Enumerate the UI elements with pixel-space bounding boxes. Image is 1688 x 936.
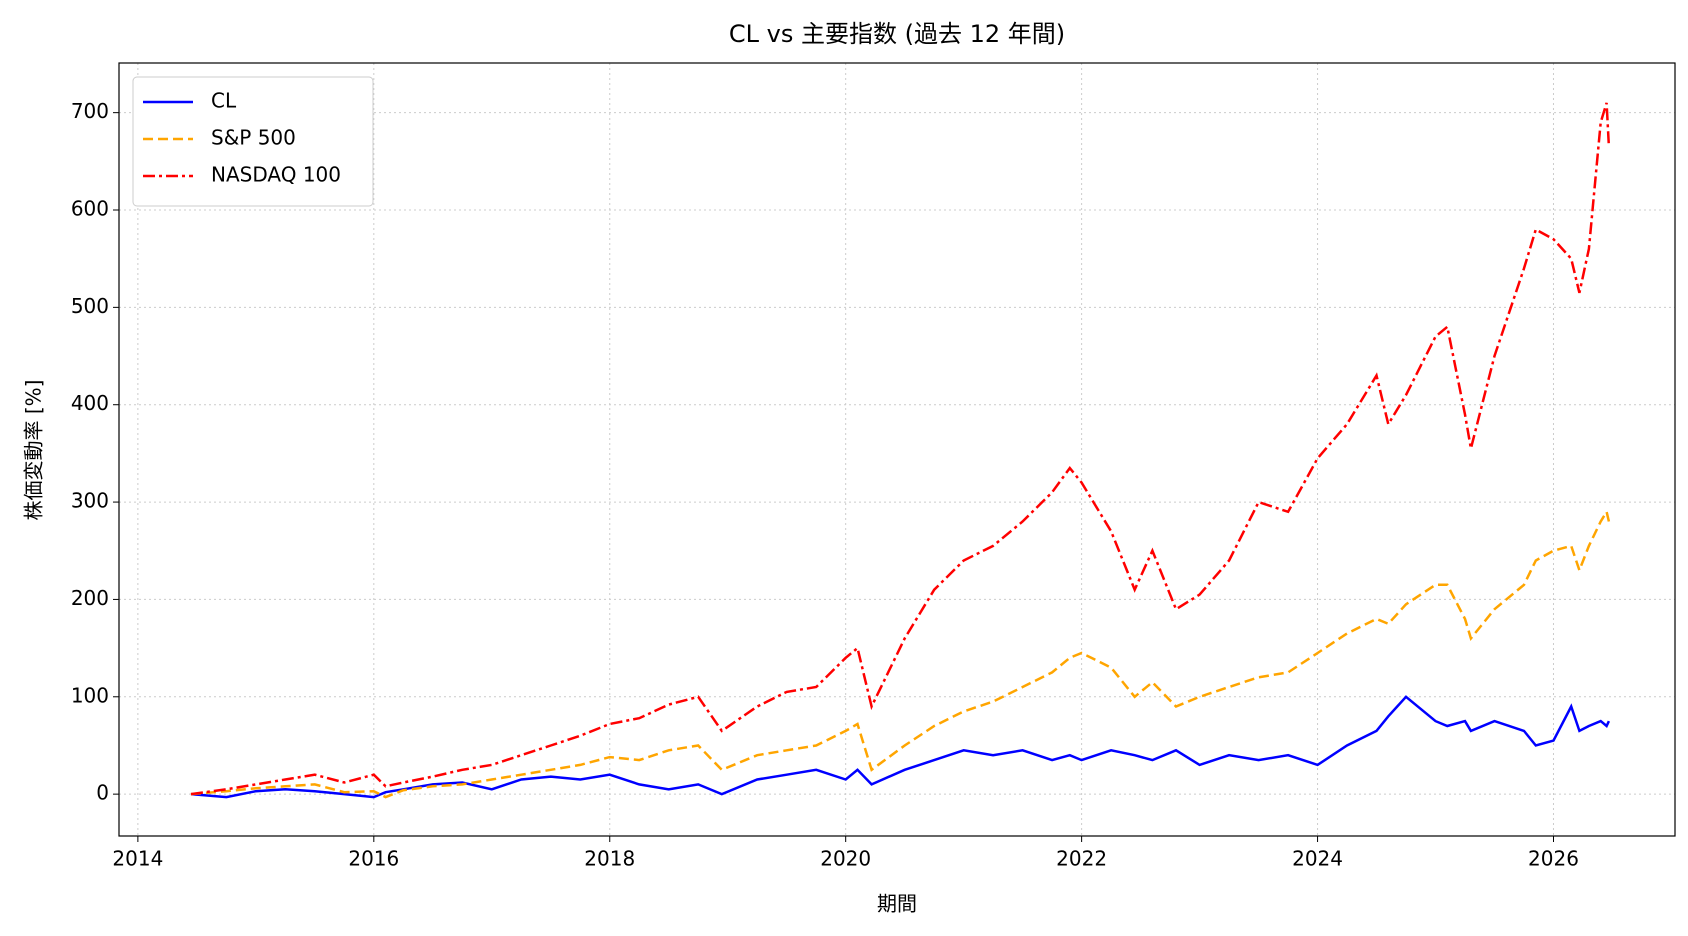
- series-line: [190, 508, 1611, 799]
- y-tick-label: 100: [71, 683, 109, 707]
- y-tick-label: 400: [71, 391, 109, 415]
- x-tick-label: 2016: [348, 847, 399, 871]
- x-tick-label: 2024: [1292, 847, 1343, 871]
- x-tick-label: 2026: [1528, 847, 1579, 871]
- chart-title: CL vs 主要指数 (過去 12 年間): [729, 20, 1065, 48]
- x-tick-label: 2018: [584, 847, 635, 871]
- y-axis-label: 株価変動率 [%]: [22, 380, 46, 521]
- x-tick-label: 2014: [112, 847, 163, 871]
- legend-label: NASDAQ 100: [211, 163, 341, 187]
- legend-label: CL: [211, 89, 237, 113]
- x-axis-label: 期間: [877, 892, 917, 916]
- y-tick-label: 0: [96, 781, 109, 805]
- y-tick-label: 500: [71, 294, 109, 318]
- y-tick-label: 300: [71, 489, 109, 513]
- x-tick-label: 2022: [1056, 847, 1107, 871]
- legend-box: [132, 76, 374, 207]
- series-line: [190, 695, 1611, 799]
- y-tick-label: 200: [71, 586, 109, 610]
- y-tick-label: 600: [71, 197, 109, 221]
- x-tick-label: 2020: [820, 847, 871, 871]
- plot-frame: [118, 62, 1676, 837]
- legend-label: S&P 500: [211, 126, 296, 150]
- y-tick-label: 700: [71, 99, 109, 123]
- series-line: [190, 102, 1611, 796]
